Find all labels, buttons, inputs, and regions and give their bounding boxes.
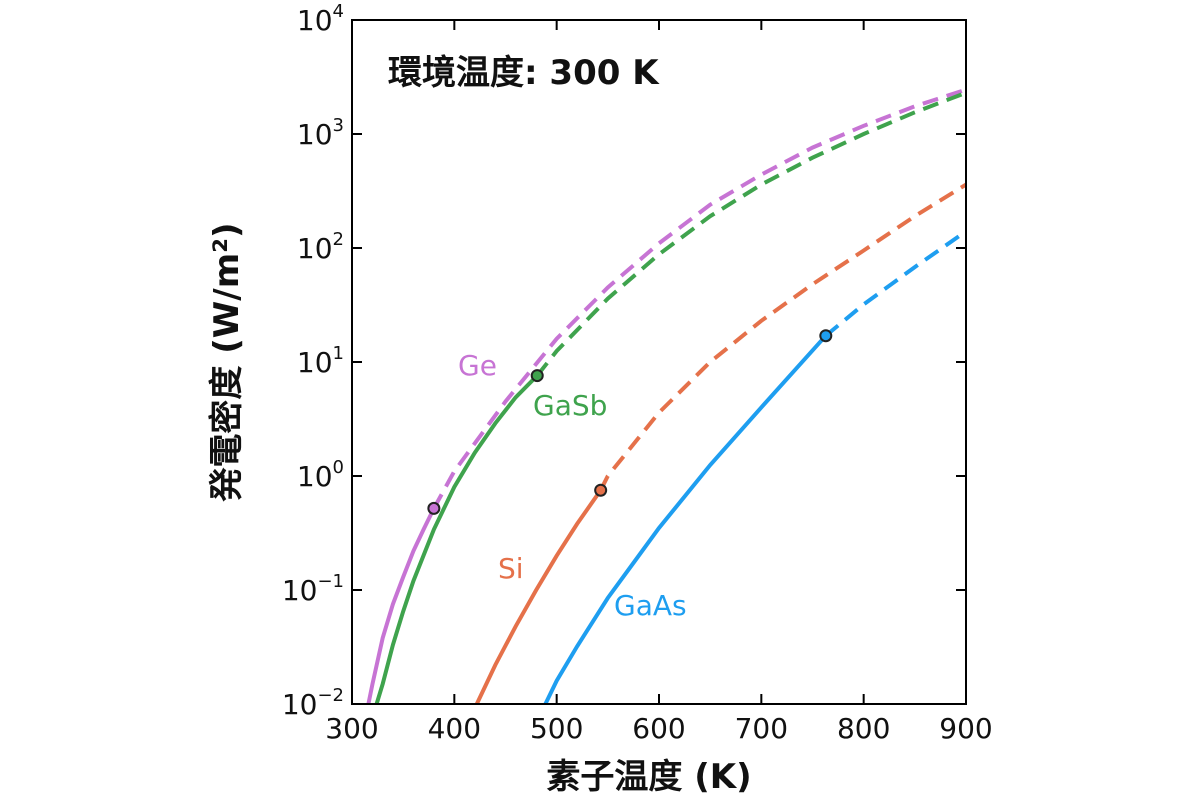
y-tick-label: 10−2 [282, 685, 344, 721]
x-axis-title: 素子温度 (K) [546, 757, 751, 797]
series-line-dashed [535, 90, 967, 377]
x-tick-label: 500 [530, 712, 583, 745]
y-tick-label: 10−1 [282, 571, 344, 607]
series-line-solid [543, 334, 828, 705]
series-label-ge: Ge [458, 349, 497, 382]
y-tick-label: 100 [297, 457, 344, 493]
series-line-dashed [598, 182, 968, 492]
series-gaas [543, 229, 968, 705]
y-tick-label: 103 [297, 115, 344, 151]
ambient-temperature-annotation: 環境温度: 300 K [388, 53, 660, 93]
series-line-solid [474, 489, 603, 705]
x-tick-label: 900 [939, 712, 992, 745]
series-marker [530, 369, 544, 383]
series-line-dashed [432, 87, 967, 510]
y-tick-label: 102 [297, 229, 344, 265]
series-gasb [374, 90, 967, 705]
chart-marks: Ge GaSb Si GaAs [366, 87, 968, 705]
series-ge [366, 87, 967, 705]
x-tick-label: 700 [735, 712, 788, 745]
series-line-dashed [824, 229, 968, 338]
y-tick-label: 104 [297, 1, 344, 37]
y-axis-title: 発電密度 (W/m²) [207, 222, 247, 501]
series-line-solid [374, 374, 539, 705]
y-tick-label: 101 [297, 343, 344, 379]
series-label-si: Si [498, 552, 524, 585]
x-tick-label: 400 [428, 712, 481, 745]
series-marker [427, 501, 441, 515]
x-tick-label: 600 [632, 712, 685, 745]
series-label-gasb: GaSb [533, 389, 607, 422]
series-si [474, 182, 968, 705]
x-tick-label: 300 [325, 712, 378, 745]
axis-ticks: 300 400 500 600 700 800 900 10−2 10−1 100 101 102 10… [282, 1, 993, 745]
series-marker [594, 483, 608, 497]
x-tick-label: 800 [837, 712, 890, 745]
series-marker [819, 329, 833, 343]
series-line-solid [366, 507, 436, 705]
series-label-gaas: GaAs [614, 589, 687, 622]
